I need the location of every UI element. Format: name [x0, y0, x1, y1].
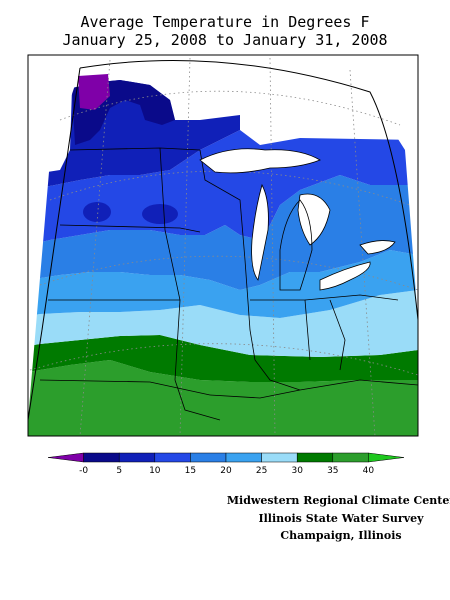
legend-tick-label: 25 [256, 466, 267, 476]
legend-tick-label: 30 [291, 466, 303, 476]
legend-tick-label: 35 [327, 466, 338, 476]
lake-superior [199, 148, 321, 174]
great-lakes [199, 148, 396, 291]
credit-location: Champaign, Illinois [280, 529, 402, 542]
legend-swatch [154, 452, 191, 463]
lake-huron [297, 193, 331, 246]
credit-center: Midwestern Regional Climate Center [226, 494, 450, 507]
legend-swatch [261, 452, 298, 463]
graticule [29, 57, 418, 436]
legend-swatch [296, 452, 334, 463]
cold-pocket-central [142, 204, 178, 224]
band-10-15 [28, 130, 418, 245]
lake-ontario [359, 240, 396, 255]
legend-tick-label: 40 [363, 466, 375, 476]
legend-swatch [190, 452, 227, 463]
legend-swatch [83, 452, 120, 463]
band-30-35 [28, 335, 418, 382]
map-frame [27, 54, 419, 437]
band-35-40 [28, 360, 418, 436]
legend-tick-label: 10 [149, 466, 161, 476]
legend-swatch [332, 452, 369, 463]
legend-tick-label: 20 [220, 466, 232, 476]
credit-survey: Illinois State Water Survey [258, 512, 424, 525]
legend-swatch [47, 452, 84, 463]
map-date-range: January 25, 2008 to January 31, 2008 [62, 31, 388, 49]
state-borders [39, 147, 418, 421]
temperature-bands [28, 74, 418, 436]
band-below-0 [78, 74, 110, 110]
band-25-30 [28, 290, 418, 357]
legend-tick-label: -0 [79, 466, 88, 476]
lake-michigan [251, 183, 269, 281]
legend-swatch [368, 452, 405, 463]
lake-erie [319, 261, 371, 291]
legend-tick-label: 15 [185, 466, 196, 476]
cold-pocket-west [83, 202, 111, 222]
outside-domain-mask [28, 55, 418, 420]
legend-tick-label: 5 [116, 466, 122, 476]
map-title: Average Temperature in Degrees F [80, 13, 370, 31]
michigan-peninsula [279, 199, 313, 291]
domain-edge [27, 59, 419, 421]
legend-swatch [118, 452, 156, 463]
band-20-25 [28, 250, 418, 318]
legend-swatch [225, 452, 262, 463]
